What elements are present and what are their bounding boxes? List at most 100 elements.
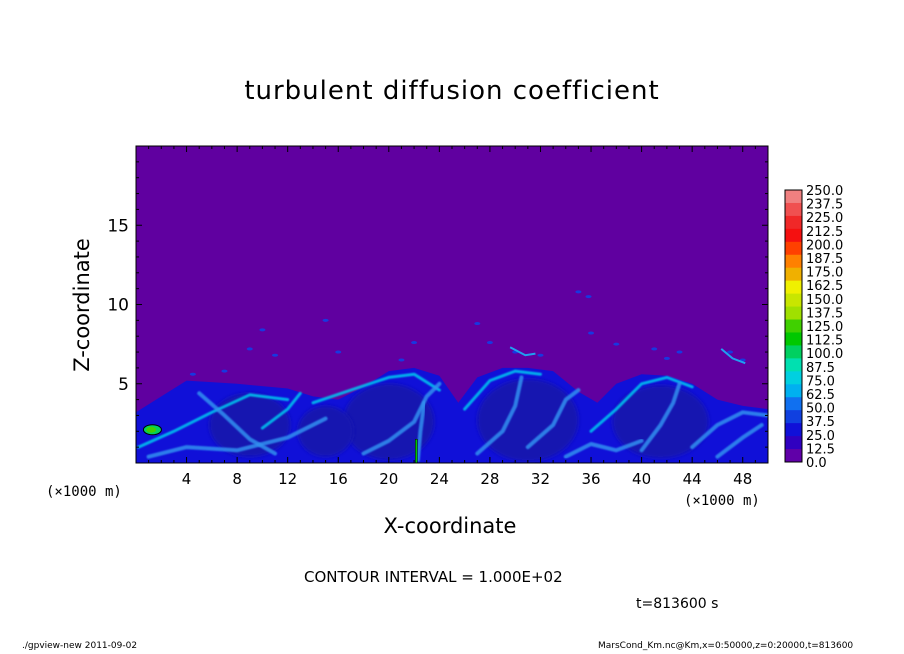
- colorbar-segment: [785, 384, 802, 398]
- x-unit-left: (×1000 m): [46, 484, 122, 500]
- colorbar-segment: [785, 202, 802, 217]
- colorbar-label: 0.0: [806, 456, 827, 471]
- convective-cell: [477, 378, 579, 462]
- colorbar-segment: [785, 410, 802, 424]
- colorbar-segment: [785, 319, 802, 333]
- colorbar-label: 237.5: [806, 198, 843, 213]
- turbulence-streak: [563, 438, 644, 459]
- colorbar-label: 175.0: [806, 266, 843, 281]
- colorbar-label: 200.0: [806, 238, 843, 253]
- colorbar-segment: [785, 254, 802, 269]
- x-tick-label: 20: [379, 470, 398, 488]
- eddy-streak: [509, 346, 536, 357]
- colorbar: 250.0237.5225.0212.5200.0187.5175.0162.5…: [784, 184, 843, 471]
- colorbar-segment: [785, 345, 802, 359]
- colorbar-label: 162.5: [806, 279, 843, 294]
- colorbar-segment: [785, 190, 802, 204]
- x-axis-label: X-coordinate: [383, 514, 517, 538]
- turbulence-streak: [197, 391, 277, 456]
- colorbar-label: 50.0: [806, 402, 835, 417]
- x-tick-label: 44: [683, 470, 702, 488]
- eddy: [651, 347, 658, 351]
- eddy: [221, 369, 228, 373]
- turbulence-field: [136, 290, 768, 463]
- x-tick-label: 32: [531, 470, 550, 488]
- x-tick-label: 40: [632, 470, 651, 488]
- colorbar-segment: [785, 267, 802, 282]
- turbulence-streak: [415, 400, 427, 462]
- plume-spike: [415, 438, 418, 463]
- colorbar-label: 25.0: [806, 429, 835, 444]
- y-tick-label: 5: [118, 375, 129, 395]
- colorbar-segment: [785, 397, 802, 411]
- eddy: [272, 353, 279, 357]
- x-tick-label: 4: [182, 470, 192, 488]
- colorbar-segment: [785, 358, 802, 372]
- eddy: [727, 350, 734, 354]
- turbulence-streak: [361, 381, 442, 456]
- chart-title: turbulent diffusion coefficient: [244, 76, 660, 106]
- eddy: [486, 341, 493, 345]
- turbulence-streak: [715, 423, 764, 459]
- x-axis-ticks: 4 8 12 16 20 24 28 32 36 40 44 48: [148, 146, 756, 488]
- high-diffusion-core: [146, 426, 157, 433]
- footer-left: ./gpview-new 2011-09-02: [22, 641, 138, 651]
- eddy: [575, 290, 582, 294]
- colorbar-label: 187.5: [806, 252, 843, 267]
- turbulence-streak: [137, 393, 290, 449]
- boundary-layer: [136, 367, 768, 463]
- turbulence-streak: [475, 375, 524, 456]
- footer-right: MarsCond_Km.nc@Km,x=0:50000,z=0:20000,t=…: [598, 641, 854, 651]
- turbulence-streak: [146, 416, 328, 459]
- colorbar-label: 75.0: [806, 374, 835, 389]
- eddy: [335, 350, 342, 354]
- contour-interval-label: CONTOUR INTERVAL = 1.000E+02: [304, 568, 563, 586]
- colorbar-label: 125.0: [806, 320, 843, 335]
- eddy: [322, 318, 329, 322]
- eddy: [537, 353, 544, 357]
- x-unit-right: (×1000 m): [684, 493, 760, 509]
- y-tick-label: 15: [107, 216, 129, 236]
- colorbar-label: 137.5: [806, 306, 843, 321]
- colorbar-label: 212.5: [806, 225, 843, 240]
- eddy: [676, 350, 683, 354]
- y-axis-label: Z-coordinate: [70, 238, 94, 372]
- colorbar-label: 100.0: [806, 347, 843, 362]
- colorbar-label: 150.0: [806, 293, 843, 308]
- colorbar-label: 87.5: [806, 361, 835, 376]
- colorbar-segment: [785, 293, 802, 308]
- y-tick-label: 10: [107, 296, 129, 316]
- eddy: [585, 295, 592, 299]
- eddy: [398, 358, 405, 362]
- x-tick-label: 28: [480, 470, 499, 488]
- y-axis-ticks: 5 10 15: [107, 161, 768, 448]
- turbulence-streak: [463, 369, 542, 411]
- colorbar-segment: [785, 436, 802, 450]
- eddy: [474, 322, 481, 326]
- time-label: t=813600 s: [636, 596, 719, 612]
- colorbar-label: 12.5: [806, 442, 835, 457]
- eddy-streak: [720, 348, 746, 365]
- colorbar-segment: [785, 306, 802, 321]
- colorbar-frame: [784, 189, 803, 463]
- turbulence-streak: [589, 375, 694, 433]
- eddy: [663, 356, 670, 360]
- colorbar-segment: [785, 332, 802, 346]
- turbulence-streak: [311, 372, 441, 405]
- eddy: [189, 372, 196, 376]
- turbulence-streak: [525, 388, 581, 450]
- eddy: [613, 342, 620, 346]
- eddy: [259, 328, 266, 332]
- colorbar-label: 62.5: [806, 388, 835, 403]
- colorbar-label: 37.5: [806, 415, 835, 430]
- colorbar-segment: [785, 449, 802, 463]
- convective-cell: [297, 405, 354, 457]
- eddy: [246, 347, 253, 351]
- turbulence-streak: [639, 381, 682, 453]
- eddy: [588, 331, 595, 335]
- colorbar-segment: [785, 371, 802, 385]
- colorbar-segment: [785, 280, 802, 295]
- x-tick-label: 8: [232, 470, 242, 488]
- x-tick-label: 48: [733, 470, 752, 488]
- x-tick-label: 24: [430, 470, 449, 488]
